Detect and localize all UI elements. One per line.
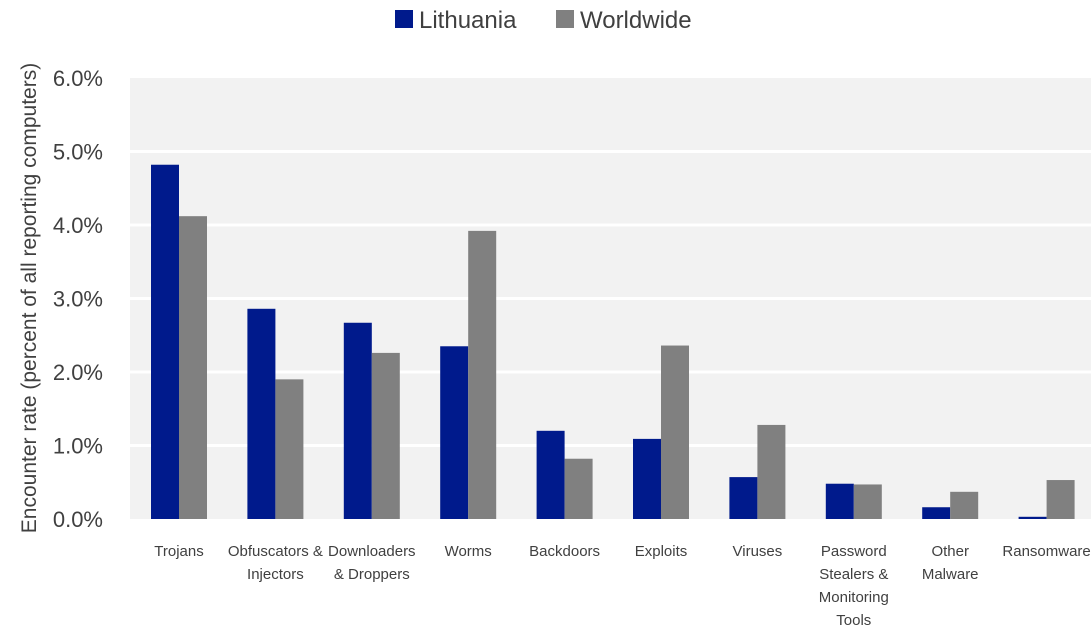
bar-worldwide (757, 424, 786, 519)
x-category-label: Other Malware (922, 543, 979, 583)
y-tick-label: 4.0% (53, 213, 103, 238)
bars (151, 164, 1075, 520)
bar-lithuania (343, 322, 372, 519)
x-category-label: Backdoors (529, 543, 600, 560)
bar-worldwide (371, 352, 400, 519)
bar-worldwide (179, 216, 207, 519)
y-tick-label: 3.0% (53, 287, 103, 312)
y-axis-ticks: 0.0% 1.0% 2.0% 3.0% 4.0% 5.0% 6.0% (53, 66, 103, 532)
bar-worldwide (661, 345, 689, 519)
legend-swatch-lithuania (395, 10, 413, 28)
bar-lithuania (729, 477, 758, 519)
bar-worldwide (468, 230, 497, 519)
x-category-label: Viruses (733, 543, 783, 560)
y-tick-label: 2.0% (53, 360, 103, 385)
x-category-label: Ransomware (1002, 543, 1090, 560)
y-tick-label: 5.0% (53, 140, 103, 165)
bar-worldwide (275, 379, 304, 519)
x-category-label: Worms (445, 543, 492, 560)
legend-swatch-worldwide (556, 10, 574, 28)
bar-lithuania (151, 164, 179, 520)
bar-worldwide (950, 491, 979, 519)
bar-worldwide (1046, 480, 1075, 519)
x-category-label: Obfuscators & Injectors (228, 543, 323, 583)
bar-lithuania (536, 430, 565, 519)
legend-label-worldwide: Worldwide (580, 7, 692, 34)
y-tick-label: 6.0% (53, 66, 103, 91)
bar-worldwide (564, 458, 593, 519)
y-tick-label: 0.0% (53, 507, 103, 532)
bar-worldwide (853, 484, 882, 519)
x-category-label: Password Stealers & Monitoring Tools (819, 543, 889, 629)
x-axis-categories: Trojans Obfuscators & InjectorsDownloaders… (154, 543, 1091, 629)
legend: Lithuania Worldwide (395, 7, 692, 34)
legend-label-lithuania: Lithuania (419, 7, 517, 34)
bar-lithuania (247, 308, 276, 519)
bar-lithuania (633, 438, 661, 519)
x-category-label: Downloaders & Droppers (328, 543, 416, 583)
y-axis-label: Encounter rate (percent of all reporting… (18, 63, 41, 533)
bar-lithuania (825, 483, 854, 519)
bar-lithuania (440, 346, 469, 519)
y-tick-label: 1.0% (53, 434, 103, 459)
x-category-label: Exploits (635, 543, 688, 560)
bar-lithuania (1018, 516, 1047, 519)
bar-lithuania (922, 507, 951, 519)
x-category-label: Trojans (154, 543, 203, 560)
